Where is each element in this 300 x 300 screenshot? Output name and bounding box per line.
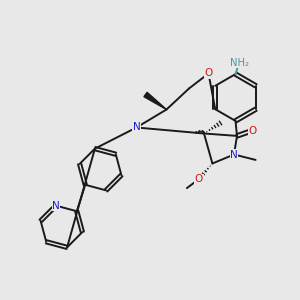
Text: O: O xyxy=(195,174,203,184)
Text: N: N xyxy=(52,201,60,211)
Text: O: O xyxy=(248,125,257,136)
Text: N: N xyxy=(230,149,238,160)
Text: O: O xyxy=(204,68,213,79)
Polygon shape xyxy=(144,92,167,110)
Text: N: N xyxy=(133,122,140,133)
Text: NH₂: NH₂ xyxy=(230,58,249,68)
